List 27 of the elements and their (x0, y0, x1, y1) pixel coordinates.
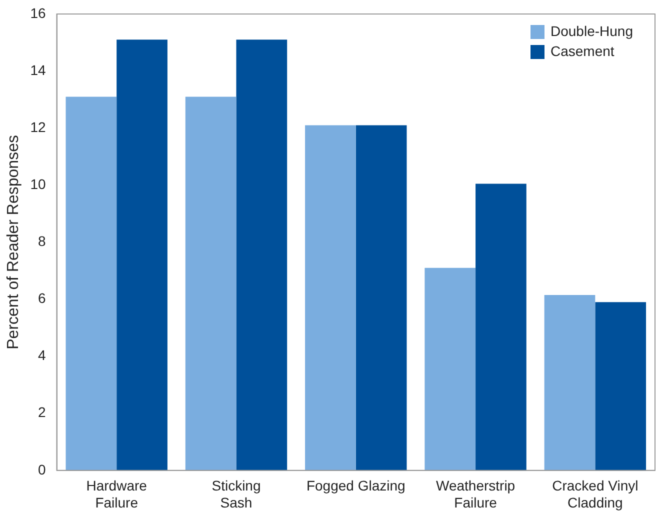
y-tick-label: 10 (30, 176, 46, 192)
x-tick-label: Weatherstrip Failure (436, 478, 516, 510)
bar (305, 125, 356, 470)
y-tick-label: 0 (38, 461, 46, 478)
bar (544, 294, 596, 470)
bar (66, 96, 117, 470)
bar (116, 40, 168, 470)
y-axis-title: Percent of Reader Responses (5, 135, 22, 350)
x-tick-label: Cracked Vinyl Cladding (552, 478, 638, 510)
y-tick-label: 14 (30, 62, 46, 78)
y-tick-label: 8 (38, 233, 46, 250)
y-tick-label: 4 (38, 347, 46, 364)
bar (476, 184, 526, 470)
bar (356, 125, 407, 470)
y-tick-label: 2 (38, 404, 46, 420)
bar (236, 40, 288, 470)
x-tick-label: Sticking Sash (212, 478, 261, 510)
legend-label: Casement (550, 42, 614, 59)
y-tick-label: 16 (30, 4, 46, 21)
y-tick-label: 12 (30, 118, 46, 135)
bar (424, 268, 476, 470)
x-tick-label: Hardware Failure (86, 478, 148, 510)
bar (595, 302, 646, 470)
bar (185, 96, 236, 470)
x-tick-label: Fogged Glazing (306, 478, 406, 494)
legend-label: Double-Hung (550, 22, 634, 39)
y-tick-label: 6 (38, 290, 46, 306)
